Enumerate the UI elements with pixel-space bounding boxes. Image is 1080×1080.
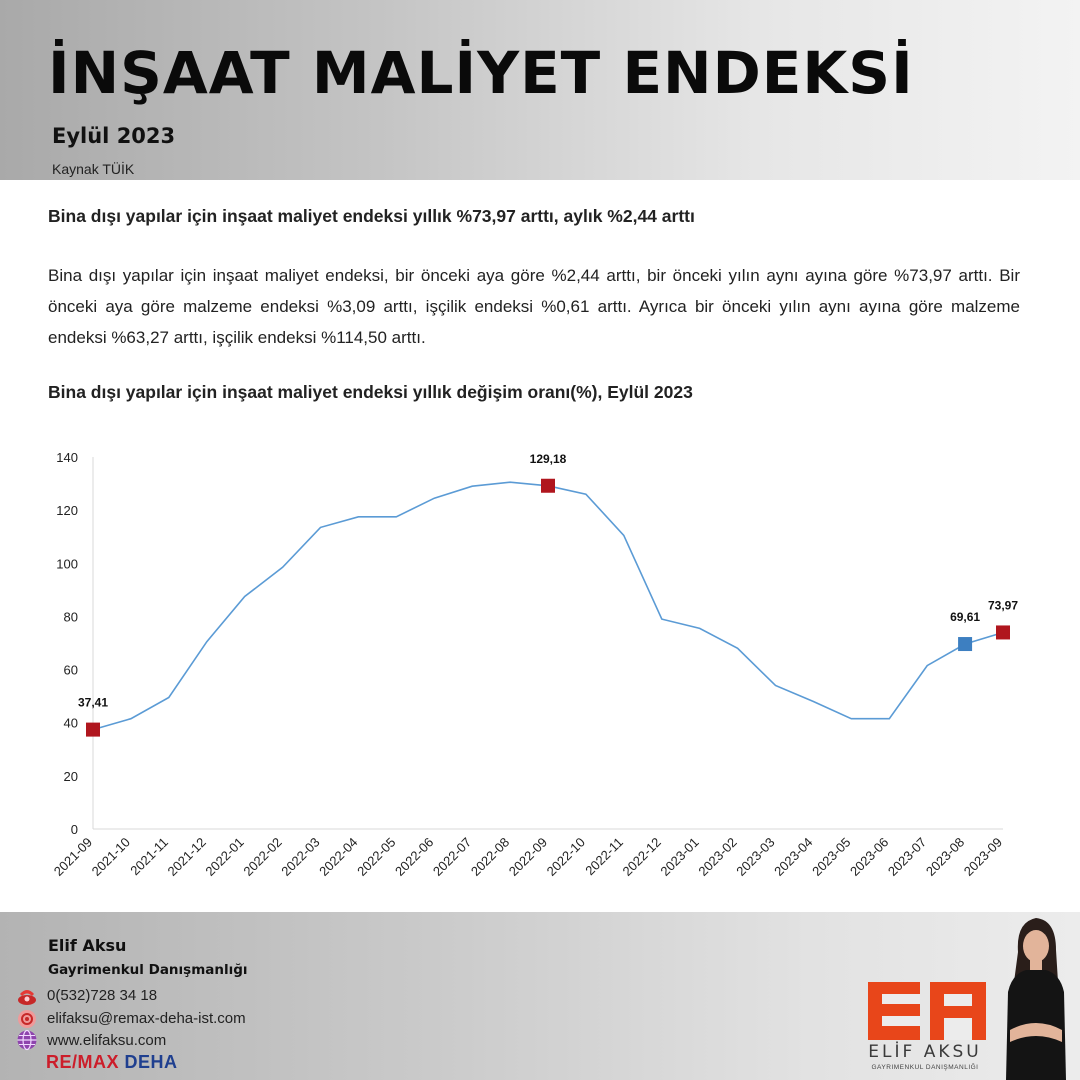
phone-number: 0(532)728 34 18 xyxy=(47,986,158,1004)
data-source: Kaynak TÜİK xyxy=(52,161,135,177)
data-label: 37,41 xyxy=(78,696,108,710)
page-title: İNŞAAT MALİYET ENDEKSİ xyxy=(48,39,914,107)
logo-name: ELİF AKSU xyxy=(868,1042,982,1062)
x-tick-label: 2022-10 xyxy=(544,835,588,879)
x-tick-label: 2022-09 xyxy=(506,835,550,879)
article-headline: Bina dışı yapılar için inşaat maliyet en… xyxy=(48,206,695,226)
y-tick-label: 20 xyxy=(64,769,78,784)
y-tick-label: 120 xyxy=(56,503,78,518)
y-tick-label: 60 xyxy=(64,663,78,678)
email-contact[interactable]: elifaksu@remax-deha-ist.com xyxy=(16,1007,246,1029)
x-tick-label: 2022-01 xyxy=(202,835,246,879)
x-tick-label: 2022-08 xyxy=(468,835,512,879)
highlight-point xyxy=(541,478,555,493)
x-tick-label: 2023-06 xyxy=(847,835,891,879)
y-tick-label: 140 xyxy=(56,450,78,465)
highlight-point xyxy=(958,637,973,652)
x-tick-label: 2022-02 xyxy=(240,835,284,879)
x-tick-label: 2021-09 xyxy=(51,835,95,879)
y-tick-label: 100 xyxy=(56,556,78,571)
x-tick-label: 2023-07 xyxy=(885,835,929,879)
x-tick-label: 2022-04 xyxy=(316,835,360,879)
globe-icon xyxy=(17,1029,37,1051)
data-label: 129,18 xyxy=(530,452,567,466)
highlight-point xyxy=(996,625,1010,640)
x-tick-label: 2022-03 xyxy=(278,835,322,879)
email-icon xyxy=(18,1010,36,1028)
x-tick-label: 2023-08 xyxy=(923,835,967,879)
x-tick-label: 2023-09 xyxy=(961,835,1005,879)
phone-contact[interactable]: 0(532)728 34 18 xyxy=(16,984,157,1006)
x-tick-label: 2022-05 xyxy=(354,835,398,879)
x-tick-label: 2021-12 xyxy=(165,835,209,879)
footer-contact: Elif Aksu Gayrimenkul Danışmanlığı 0(532… xyxy=(0,912,1080,1080)
x-tick-label: 2021-10 xyxy=(89,835,133,879)
x-tick-label: 2022-12 xyxy=(620,835,664,879)
agent-portrait xyxy=(1006,918,1066,1080)
line-chart: 0204060801001201402021-092021-102021-112… xyxy=(51,450,1019,879)
header-banner: İNŞAAT MALİYET ENDEKSİ Eylül 2023 Kaynak… xyxy=(0,0,1080,180)
x-tick-label: 2022-06 xyxy=(392,835,436,879)
highlight-point xyxy=(86,722,100,737)
website-url: www.elifaksu.com xyxy=(47,1031,167,1049)
y-tick-label: 40 xyxy=(64,716,78,731)
ea-monogram-logo xyxy=(868,982,986,1040)
y-tick-label: 80 xyxy=(64,609,78,624)
x-tick-label: 2022-07 xyxy=(430,835,474,879)
agent-role: Gayrimenkul Danışmanlığı xyxy=(48,962,248,978)
logo-tagline: GAYRIMENKUL DANIŞMANLIĞI xyxy=(871,1064,979,1071)
data-label: 69,61 xyxy=(950,610,980,624)
x-tick-label: 2023-04 xyxy=(771,835,815,879)
chart-title: Bina dışı yapılar için inşaat maliyet en… xyxy=(48,382,693,402)
email-address: elifaksu@remax-deha-ist.com xyxy=(47,1009,246,1027)
phone-icon xyxy=(18,990,36,1005)
x-tick-label: 2021-11 xyxy=(127,835,171,879)
y-tick-label: 0 xyxy=(71,822,78,837)
report-period: Eylül 2023 xyxy=(52,124,176,148)
remax-logo: RE/MAX DEHA xyxy=(46,1052,178,1072)
x-tick-label: 2023-01 xyxy=(657,835,701,879)
x-tick-label: 2023-02 xyxy=(695,835,739,879)
x-tick-label: 2023-05 xyxy=(809,835,853,879)
article-paragraph: Bina dışı yapılar için inşaat maliyet en… xyxy=(48,266,1020,347)
series-line xyxy=(92,481,1004,731)
x-tick-label: 2022-11 xyxy=(582,835,626,879)
website-contact[interactable]: www.elifaksu.com xyxy=(16,1029,166,1051)
data-label: 73,97 xyxy=(988,598,1018,612)
agent-name: Elif Aksu xyxy=(48,936,127,955)
x-tick-label: 2023-03 xyxy=(733,835,777,879)
